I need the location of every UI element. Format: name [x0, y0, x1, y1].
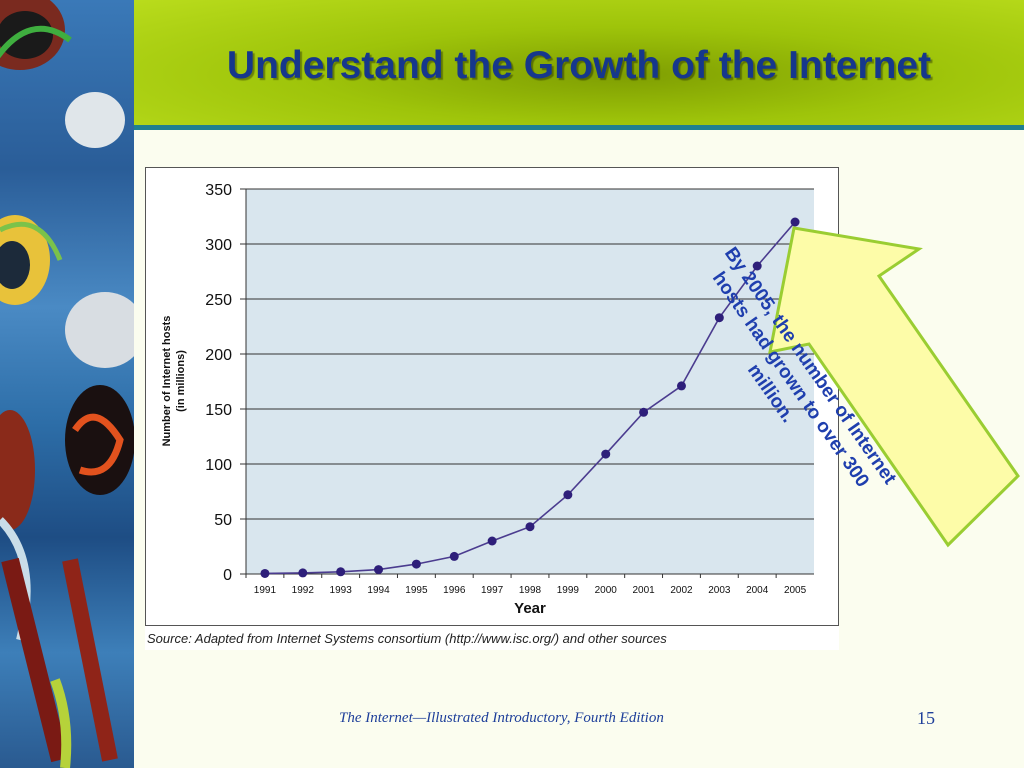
- y-tick-label: 250: [205, 292, 232, 309]
- data-point: [639, 407, 649, 417]
- y-tick-label: 350: [205, 182, 232, 199]
- data-point: [563, 490, 573, 500]
- data-point: [676, 381, 686, 391]
- data-point: [260, 568, 270, 578]
- data-point: [714, 313, 724, 323]
- source-box: Source: Adapted from Internet Systems co…: [145, 626, 839, 650]
- y-tick-label: 300: [205, 237, 232, 254]
- source-note: Source: Adapted from Internet Systems co…: [147, 631, 667, 646]
- y-axis-label-line2: (in millions): [175, 350, 187, 412]
- data-point: [374, 565, 384, 575]
- data-point: [752, 261, 762, 271]
- page-number: 15: [917, 708, 935, 728]
- painting-art: [0, 0, 134, 768]
- x-tick-label: 1991: [254, 585, 277, 596]
- x-tick-label: 1993: [330, 585, 353, 596]
- y-tick-label: 100: [205, 457, 232, 474]
- x-tick-label: 1992: [292, 585, 315, 596]
- x-tick-label: 1996: [443, 585, 466, 596]
- data-point: [601, 449, 611, 459]
- data-point: [411, 559, 421, 569]
- data-point: [790, 217, 800, 227]
- x-tick-label: 1995: [405, 585, 428, 596]
- data-point: [487, 536, 497, 546]
- title-divider: [134, 125, 1024, 130]
- y-tick-label: 150: [205, 402, 232, 419]
- plot-area: [246, 189, 814, 574]
- x-tick-label: 2005: [784, 585, 807, 596]
- x-tick-label: 2000: [595, 585, 618, 596]
- x-tick-label: 2001: [632, 585, 655, 596]
- arrow-shape: [768, 226, 1020, 548]
- growth-line-chart: 0 50 100 150 200 250 300 350 1991 1992 1993 1994 19…: [161, 182, 814, 617]
- data-point: [336, 567, 346, 577]
- data-point: [525, 522, 535, 532]
- x-tick-label: 1999: [557, 585, 580, 596]
- y-axis-label-line1: Number of Internet hosts: [161, 316, 173, 447]
- slide-title: Understand the Growth of the Internet: [226, 44, 932, 87]
- data-point: [449, 551, 459, 561]
- title-banner: [134, 0, 1024, 125]
- x-tick-label: 1998: [519, 585, 542, 596]
- decorative-painting: [0, 0, 134, 768]
- y-tick-label: 0: [223, 567, 232, 584]
- y-tick-label: 50: [214, 512, 232, 529]
- x-tick-label: 2003: [708, 585, 731, 596]
- x-tick-label: 1994: [367, 585, 390, 596]
- footer-text: The Internet—Illustrated Introductory, F…: [339, 710, 664, 726]
- data-point: [298, 568, 308, 578]
- y-tick-label: 200: [205, 347, 232, 364]
- x-tick-label: 2002: [670, 585, 693, 596]
- x-axis-label: Year: [514, 600, 546, 617]
- x-tick-label: 2004: [746, 585, 769, 596]
- x-tick-label: 1997: [481, 585, 504, 596]
- chart-frame: 0 50 100 150 200 250 300 350 1991 1992 1993 1994 19…: [145, 167, 839, 626]
